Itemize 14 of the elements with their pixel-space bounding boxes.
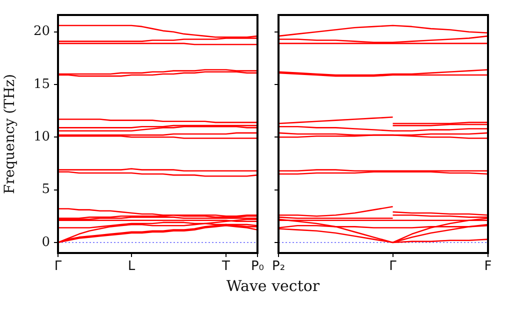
x-tick-label: P₀ bbox=[250, 259, 264, 274]
y-tick-label: 5 bbox=[42, 182, 50, 198]
y-tick-label: 0 bbox=[42, 234, 50, 250]
x-tick-label: F bbox=[484, 259, 492, 274]
x-tick-label: P₂ bbox=[272, 259, 286, 274]
x-tick-label: T bbox=[221, 259, 230, 274]
y-tick-label: 10 bbox=[33, 130, 50, 145]
y-tick-label: 15 bbox=[33, 76, 50, 92]
x-tick-label: L bbox=[128, 259, 136, 274]
y-axis-title: Frequency (THz) bbox=[2, 74, 18, 194]
x-tick-label: Γ bbox=[389, 259, 398, 274]
x-tick-label: Γ bbox=[54, 259, 62, 274]
y-tick-label: 20 bbox=[33, 24, 50, 40]
x-axis-title: Wave vector bbox=[225, 277, 321, 295]
